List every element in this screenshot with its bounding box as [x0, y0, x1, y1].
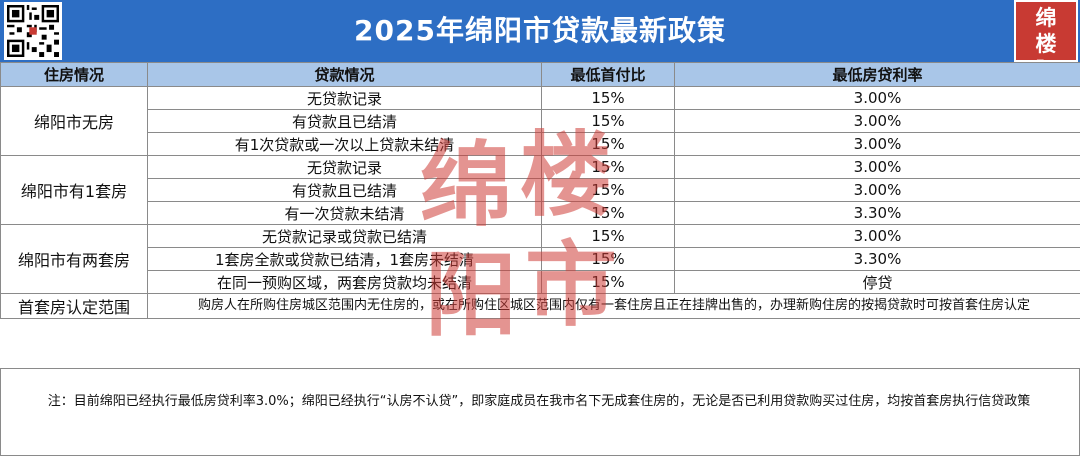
- definition-text: 购房人在所购住房城区范围内无住房的，或在所购住区城区范围内仅有一套住房且正在挂牌…: [147, 293, 1080, 319]
- down-payment-cell: 15%: [541, 132, 675, 156]
- rate-cell: 3.00%: [674, 132, 1080, 156]
- rate-cell: 3.00%: [674, 86, 1080, 110]
- header-housing: 住房情况: [0, 62, 148, 87]
- rate-cell: 停贷: [674, 270, 1080, 294]
- loan-cell: 有贷款且已结清: [147, 109, 542, 133]
- loan-cell: 无贷款记录: [147, 155, 542, 179]
- down-payment-cell: 15%: [541, 178, 675, 202]
- rate-cell: 3.30%: [674, 247, 1080, 271]
- rate-cell: 3.00%: [674, 155, 1080, 179]
- table-row: 绵阳市无房 无贷款记录 15% 3.00%: [0, 86, 1080, 156]
- down-payment-cell: 15%: [541, 201, 675, 225]
- rate-cell: 3.00%: [674, 109, 1080, 133]
- header-loan: 贷款情况: [147, 62, 542, 87]
- page-title: 2025年绵阳市贷款最新政策: [354, 14, 726, 47]
- group-label: 绵阳市有1套房: [0, 155, 148, 225]
- qr-code-icon[interactable]: [4, 2, 62, 60]
- policy-table: 住房情况 贷款情况 最低首付比 最低房贷利率 绵阳市无房 无贷款记录 15% 3…: [0, 62, 1080, 319]
- table-row: 有一次贷款未结清 15% 3.30%: [1, 201, 1080, 225]
- table-row: 绵阳市有1套房 无贷款记录 15% 3.00%: [0, 155, 1080, 225]
- rate-cell: 3.00%: [674, 224, 1080, 248]
- loan-cell: 无贷款记录: [147, 86, 542, 110]
- table-header-row: 住房情况 贷款情况 最低首付比 最低房贷利率: [0, 62, 1080, 87]
- loan-cell: 有一次贷款未结清: [147, 201, 542, 225]
- table-row: 有贷款且已结清 15% 3.00%: [1, 178, 1080, 202]
- table-row: 在同一预购区域，两套房贷款均未结清 15% 停贷: [1, 270, 1080, 294]
- table-row: 1套房全款或贷款已结清，1套房未结清 15% 3.30%: [1, 247, 1080, 271]
- brand-logo: 绵 楼 阳 市: [1014, 0, 1078, 108]
- qr-code-graphic: [7, 5, 59, 57]
- group-label: 绵阳市无房: [0, 86, 148, 156]
- rate-cell: 3.00%: [674, 178, 1080, 202]
- down-payment-cell: 15%: [541, 247, 675, 271]
- rate-cell: 3.30%: [674, 201, 1080, 225]
- table-row: 有贷款且已结清 15% 3.00%: [1, 109, 1080, 133]
- group-label: 绵阳市有两套房: [0, 224, 148, 294]
- loan-cell: 有贷款且已结清: [147, 178, 542, 202]
- header-rate: 最低房贷利率: [674, 62, 1080, 87]
- loan-cell: 在同一预购区域，两套房贷款均未结清: [147, 270, 542, 294]
- loan-cell: 1套房全款或贷款已结清，1套房未结清: [147, 247, 542, 271]
- brand-char: 楼: [1035, 32, 1057, 56]
- policy-note: 注：目前绵阳已经执行最低房贷利率3.0%；绵阳已经执行“认房不认贷”，即家庭成员…: [0, 368, 1080, 456]
- down-payment-cell: 15%: [541, 86, 675, 110]
- down-payment-cell: 15%: [541, 224, 675, 248]
- down-payment-cell: 15%: [541, 270, 675, 294]
- loan-cell: 无贷款记录或贷款已结清: [147, 224, 542, 248]
- loan-cell: 有1次贷款或一次以上贷款未结清: [147, 132, 542, 156]
- table-row: 绵阳市有两套房 无贷款记录或贷款已结清 15% 3.00%: [0, 224, 1080, 294]
- down-payment-cell: 15%: [541, 155, 675, 179]
- header-banner: 2025年绵阳市贷款最新政策 绵 楼 阳 市: [0, 0, 1080, 108]
- definition-label: 首套房认定范围: [0, 293, 148, 319]
- header-down-payment: 最低首付比: [541, 62, 675, 87]
- brand-char: 绵: [1035, 6, 1057, 30]
- down-payment-cell: 15%: [541, 109, 675, 133]
- definition-row: 首套房认定范围 购房人在所购住房城区范围内无住房的，或在所购住区城区范围内仅有一…: [0, 293, 1080, 319]
- table-row: 有1次贷款或一次以上贷款未结清 15% 3.00%: [1, 132, 1080, 156]
